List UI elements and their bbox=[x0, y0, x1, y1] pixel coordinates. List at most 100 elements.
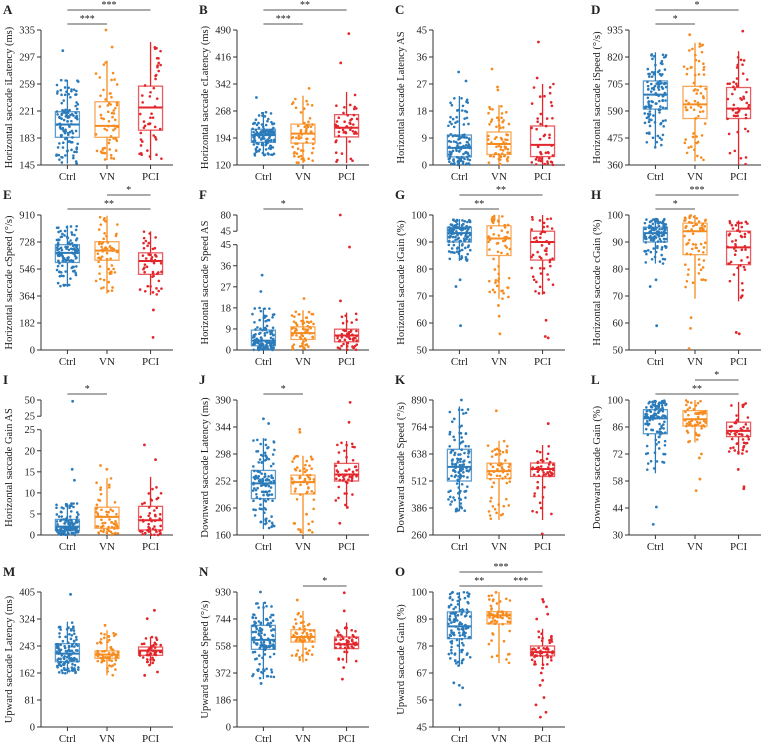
data-point bbox=[543, 94, 546, 98]
significance-label: * bbox=[126, 185, 131, 196]
data-point bbox=[506, 252, 509, 256]
data-point bbox=[138, 529, 142, 533]
data-point bbox=[456, 461, 459, 464]
data-point bbox=[268, 624, 272, 627]
data-point bbox=[337, 631, 340, 634]
y-tick-label: 50 bbox=[25, 396, 36, 407]
data-point bbox=[693, 148, 696, 152]
data-point bbox=[487, 235, 491, 239]
data-point bbox=[355, 468, 359, 472]
data-point bbox=[114, 149, 118, 152]
data-point bbox=[495, 284, 499, 288]
data-point bbox=[695, 92, 698, 95]
data-point bbox=[59, 284, 62, 288]
data-point bbox=[74, 160, 78, 163]
data-point bbox=[157, 279, 161, 283]
data-point bbox=[468, 656, 472, 659]
x-tick-label: Ctrl bbox=[59, 733, 76, 745]
data-point bbox=[60, 248, 64, 252]
significance-label: * bbox=[694, 0, 699, 11]
data-point bbox=[697, 73, 701, 76]
data-point bbox=[659, 122, 662, 126]
data-point bbox=[539, 159, 543, 163]
data-point bbox=[149, 285, 152, 288]
data-point bbox=[55, 83, 59, 87]
y-tick-label: 182 bbox=[19, 319, 35, 330]
data-point bbox=[297, 134, 301, 138]
panel-letter: C bbox=[395, 2, 404, 17]
data-point bbox=[530, 266, 534, 270]
data-point bbox=[77, 513, 80, 516]
data-point bbox=[94, 72, 98, 75]
y-tick-label: 820 bbox=[607, 53, 623, 64]
y-tick-label: 183 bbox=[19, 134, 35, 145]
data-point bbox=[500, 229, 504, 232]
data-point bbox=[451, 117, 455, 121]
data-point bbox=[463, 509, 467, 513]
y-tick-label: 81 bbox=[25, 696, 36, 707]
data-point bbox=[305, 140, 308, 144]
x-tick-label: PCI bbox=[730, 171, 747, 183]
data-point bbox=[549, 656, 553, 659]
data-point bbox=[450, 247, 454, 250]
data-point bbox=[294, 455, 297, 458]
data-point bbox=[464, 444, 467, 448]
data-point bbox=[730, 404, 733, 407]
data-point bbox=[309, 130, 313, 134]
data-point bbox=[64, 79, 67, 82]
y-tick-label: 70 bbox=[613, 292, 624, 303]
data-point bbox=[59, 643, 63, 647]
data-point bbox=[102, 151, 105, 155]
data-point bbox=[692, 224, 695, 228]
data-point bbox=[299, 621, 303, 625]
data-point bbox=[108, 518, 111, 521]
x-tick-label: VN bbox=[491, 171, 507, 183]
data-point bbox=[536, 461, 539, 465]
data-point bbox=[547, 463, 551, 466]
outlier-point bbox=[259, 290, 263, 293]
data-point bbox=[258, 458, 262, 461]
y-tick-label: 30 bbox=[613, 531, 624, 542]
data-point bbox=[534, 663, 537, 666]
data-point bbox=[643, 249, 646, 253]
data-point bbox=[268, 128, 272, 132]
data-point bbox=[538, 157, 541, 160]
data-point bbox=[534, 163, 538, 166]
data-point bbox=[447, 622, 450, 626]
data-point bbox=[685, 151, 689, 155]
data-point bbox=[448, 157, 451, 160]
significance-label: * bbox=[281, 199, 286, 210]
group-ctrl bbox=[250, 590, 277, 685]
y-tick-label: 90 bbox=[613, 238, 624, 249]
data-point bbox=[539, 654, 542, 658]
data-point bbox=[104, 220, 107, 223]
data-point bbox=[272, 628, 276, 631]
data-point bbox=[653, 413, 657, 417]
data-point bbox=[460, 641, 464, 645]
data-point bbox=[266, 119, 269, 123]
data-point bbox=[265, 490, 269, 494]
data-point bbox=[530, 161, 534, 164]
data-point bbox=[298, 627, 302, 630]
panel-letter: B bbox=[199, 2, 208, 17]
outlier-point bbox=[154, 458, 157, 462]
data-point bbox=[542, 267, 546, 270]
data-point bbox=[507, 465, 511, 469]
data-point bbox=[57, 226, 60, 229]
data-point bbox=[100, 245, 103, 249]
data-point bbox=[742, 403, 746, 406]
data-point bbox=[268, 307, 271, 310]
data-point bbox=[492, 155, 496, 158]
data-point bbox=[99, 492, 103, 496]
data-point bbox=[294, 310, 298, 314]
data-point bbox=[728, 232, 732, 236]
data-point bbox=[262, 640, 266, 644]
data-point bbox=[306, 324, 309, 328]
data-point bbox=[355, 318, 358, 322]
data-point bbox=[306, 623, 310, 627]
data-point bbox=[457, 252, 461, 256]
data-point bbox=[111, 673, 115, 677]
data-point bbox=[154, 528, 157, 532]
y-tick-label: 705 bbox=[607, 80, 623, 91]
data-point bbox=[354, 312, 358, 316]
